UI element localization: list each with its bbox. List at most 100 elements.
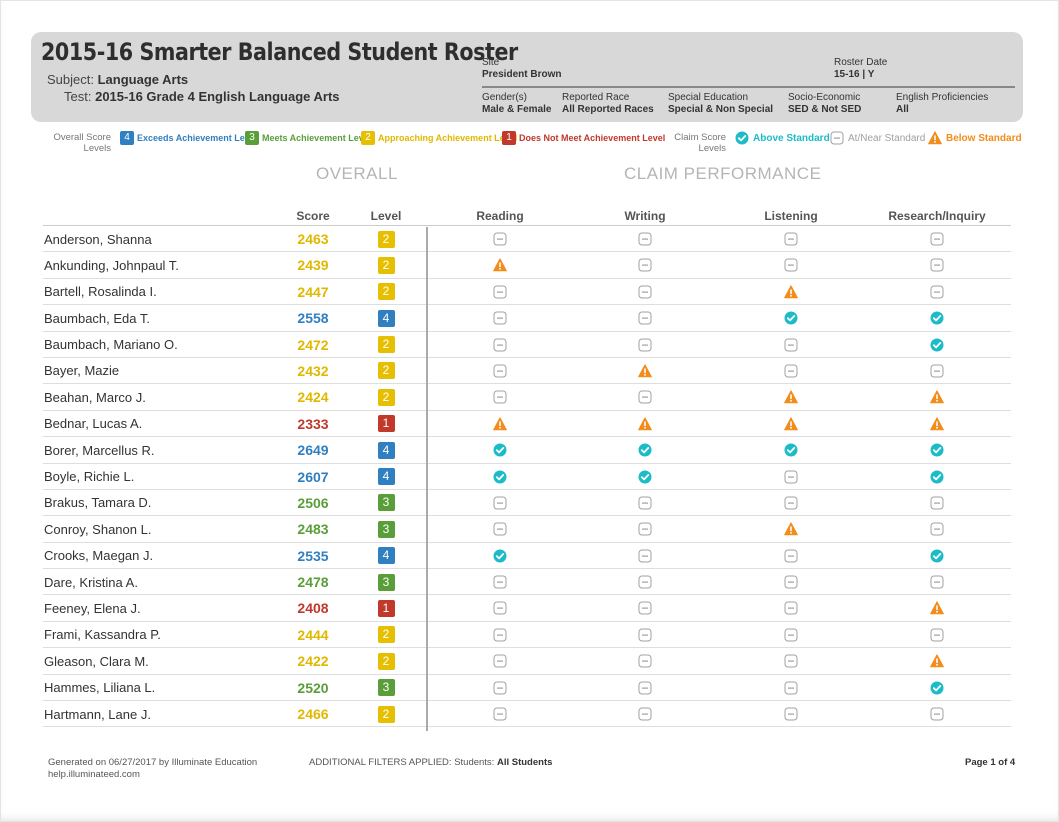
table-row: Boyle, Richie L. 2607 4 xyxy=(43,464,1011,490)
race-label: Reported Race xyxy=(562,92,630,103)
student-level: 2 xyxy=(373,622,399,648)
student-level: 1 xyxy=(373,595,399,621)
minus-box-icon xyxy=(930,285,944,299)
minus-box-icon xyxy=(930,707,944,721)
warning-icon xyxy=(638,417,652,431)
table-header: Score Level Reading Writing Listening Re… xyxy=(43,208,1011,226)
minus-box-icon xyxy=(638,549,652,563)
claim-writing xyxy=(630,358,660,384)
check-circle-icon xyxy=(638,470,652,484)
claim-reading xyxy=(485,279,515,305)
student-score: 2535 xyxy=(297,547,329,564)
ep-field: English Proficiencies All xyxy=(896,92,988,116)
claim-reading xyxy=(485,332,515,358)
claim-writing xyxy=(630,543,660,569)
site-label: Site xyxy=(482,57,500,68)
claim-listening xyxy=(776,252,806,278)
check-circle-icon xyxy=(735,131,749,145)
claim-listening xyxy=(776,622,806,648)
level-badge: 2 xyxy=(377,388,395,406)
student-level: 2 xyxy=(373,358,399,384)
minus-box-icon xyxy=(784,364,798,378)
check-circle-icon xyxy=(493,443,507,457)
col-research: Research/Inquiry xyxy=(888,209,986,223)
minus-box-icon xyxy=(493,496,507,510)
warning-icon xyxy=(638,364,652,378)
claim-listening xyxy=(776,464,806,490)
claim-listening xyxy=(776,675,806,701)
warning-icon xyxy=(493,417,507,431)
minus-box-icon xyxy=(830,131,844,145)
claim-reading xyxy=(485,595,515,621)
table-row: Ankunding, Johnpaul T. 2439 2 xyxy=(43,252,1011,279)
help-link[interactable]: help.illuminateed.com xyxy=(48,769,140,780)
claim-listening xyxy=(776,490,806,516)
col-listening: Listening xyxy=(764,209,818,223)
level-badge: 2 xyxy=(377,230,395,248)
student-name: Anderson, Shanna xyxy=(44,231,152,247)
roster-date-label: Roster Date xyxy=(834,57,888,68)
col-score: Score xyxy=(296,209,330,223)
minus-box-icon xyxy=(784,628,798,642)
student-level: 2 xyxy=(373,332,399,358)
claim-writing xyxy=(630,464,660,490)
overall-legend-label-1: Overall Score xyxy=(53,132,111,143)
claim-writing xyxy=(630,384,660,410)
claim-research xyxy=(922,332,952,358)
claim-listening xyxy=(776,332,806,358)
warning-icon xyxy=(784,390,798,404)
minus-box-icon xyxy=(784,707,798,721)
overall-section-heading: OVERALL xyxy=(316,164,398,183)
table-row: Hammes, Liliana L. 2520 3 xyxy=(43,675,1011,702)
minus-box-icon xyxy=(784,470,798,484)
minus-box-icon xyxy=(638,338,652,352)
level-badge: 3 xyxy=(377,494,395,512)
legend-level-3: 3 Meets Achievement Level xyxy=(245,131,371,145)
level-2-chip: 2 xyxy=(361,131,375,145)
claim-listening xyxy=(776,516,806,542)
claim-research xyxy=(922,464,952,490)
minus-box-icon xyxy=(930,575,944,589)
student-name: Brakus, Tamara D. xyxy=(44,495,152,511)
minus-box-icon xyxy=(493,311,507,325)
minus-box-icon xyxy=(638,707,652,721)
claim-research xyxy=(922,305,952,331)
claim-writing xyxy=(630,675,660,701)
level-badge: 2 xyxy=(377,705,395,723)
student-score: 2649 xyxy=(297,442,329,459)
claim-listening xyxy=(776,411,806,437)
minus-box-icon xyxy=(930,364,944,378)
footer-filters: ADDITIONAL FILTERS APPLIED: Students: Al… xyxy=(309,757,552,769)
warning-icon xyxy=(930,417,944,431)
claim-writing xyxy=(630,332,660,358)
minus-box-icon xyxy=(784,258,798,272)
minus-box-icon xyxy=(930,496,944,510)
student-score: 2558 xyxy=(297,310,329,327)
col-writing: Writing xyxy=(624,209,666,223)
level-badge: 4 xyxy=(377,468,395,486)
student-level: 2 xyxy=(373,279,399,305)
overall-legend-label: Overall Score Levels xyxy=(40,132,111,154)
table-row: Anderson, Shanna 2463 2 xyxy=(43,226,1011,253)
report-header: 2015-16 Smarter Balanced Student Roster … xyxy=(31,32,1023,122)
level-badge: 2 xyxy=(377,256,395,274)
table-row: Bednar, Lucas A. 2333 1 xyxy=(43,411,1011,438)
legend-below-text: Below Standard xyxy=(946,132,1022,144)
check-circle-icon xyxy=(493,470,507,484)
claim-reading xyxy=(485,437,515,463)
minus-box-icon xyxy=(930,232,944,246)
minus-box-icon xyxy=(493,338,507,352)
claim-reading xyxy=(485,675,515,701)
claim-listening xyxy=(776,648,806,674)
claim-research xyxy=(922,543,952,569)
minus-box-icon xyxy=(930,258,944,272)
gender-label: Gender(s) xyxy=(482,92,528,103)
race-value: All Reported Races xyxy=(562,104,654,115)
claim-reading xyxy=(485,411,515,437)
test-label: Test: xyxy=(64,89,92,104)
minus-box-icon xyxy=(638,390,652,404)
test-line: Test: 2015-16 Grade 4 English Language A… xyxy=(64,89,340,104)
student-name: Hammes, Liliana L. xyxy=(44,680,156,696)
overall-legend-label-2: Levels xyxy=(83,143,111,154)
minus-box-icon xyxy=(493,628,507,642)
